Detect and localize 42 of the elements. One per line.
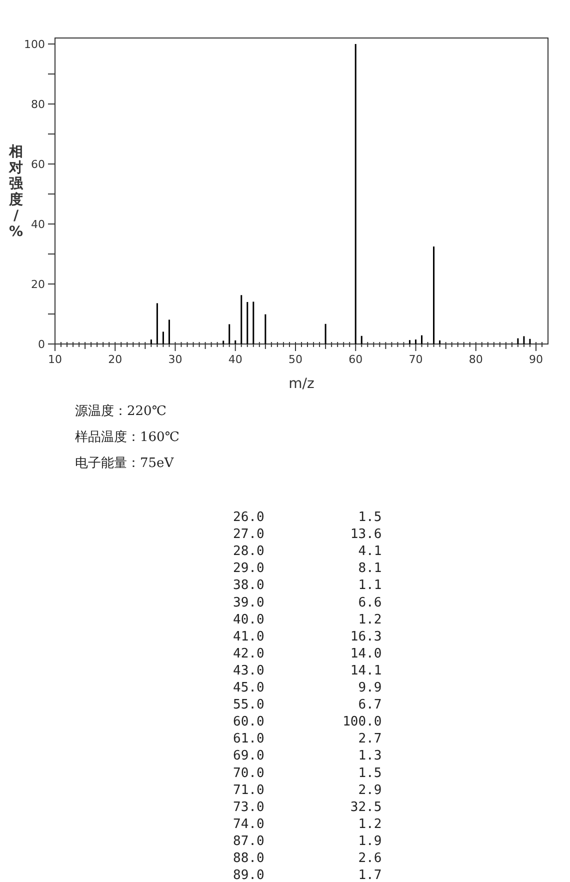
- text: 源温度：220℃: [75, 403, 166, 419]
- x-tick-label: 10: [48, 353, 62, 366]
- y-axis-title: 相对强度/%: [8, 144, 24, 240]
- text: 55.0 6.7: [233, 698, 382, 713]
- text: 41.0 16.3: [233, 629, 382, 644]
- x-tick-label: 30: [168, 353, 182, 366]
- x-tick-label: 90: [528, 353, 543, 366]
- text: 73.0 32.5: [233, 800, 382, 815]
- y-tick-label: 60: [31, 158, 45, 171]
- y-tick-label: 0: [38, 338, 45, 351]
- y-tick-label: 20: [31, 278, 45, 291]
- text: 26.0 1.5: [233, 510, 382, 525]
- y-tick-label: 40: [31, 218, 45, 231]
- text: 45.0 9.9: [233, 680, 382, 696]
- text: 69.0 1.3: [233, 748, 382, 764]
- x-tick-label: 20: [108, 353, 122, 366]
- x-tick-label: 50: [288, 353, 302, 366]
- text: 88.0 2.6: [233, 851, 382, 866]
- text: 样品温度：160℃: [75, 429, 180, 445]
- x-tick-label: 60: [348, 353, 363, 366]
- text: 71.0 2.9: [233, 782, 382, 798]
- y-tick-label: 80: [31, 98, 45, 111]
- text: 29.0 8.1: [233, 561, 382, 576]
- text: 27.0 13.6: [233, 527, 382, 542]
- text: 39.0 6.6: [233, 595, 382, 610]
- text: 28.0 4.1: [233, 544, 382, 560]
- text: 70.0 1.5: [233, 766, 382, 781]
- text: 42.0 14.0: [233, 646, 382, 662]
- text: 43.0 14.1: [233, 663, 382, 678]
- x-tick-label: 70: [408, 353, 423, 366]
- text: 电子能量：75eV: [75, 456, 174, 471]
- text: 38.0 1.1: [233, 578, 382, 594]
- y-tick-label: 100: [24, 38, 45, 51]
- text: 87.0 1.9: [233, 834, 382, 849]
- x-axis-title: m/z: [288, 376, 314, 392]
- text: 61.0 2.7: [233, 732, 382, 747]
- x-tick-label: 40: [228, 353, 242, 366]
- text: 60.0 100.0: [233, 714, 382, 730]
- x-tick-label: 80: [468, 353, 483, 366]
- text: 89.0 1.7: [233, 868, 382, 882]
- text: 74.0 1.2: [233, 816, 382, 832]
- text: 40.0 1.2: [233, 612, 382, 628]
